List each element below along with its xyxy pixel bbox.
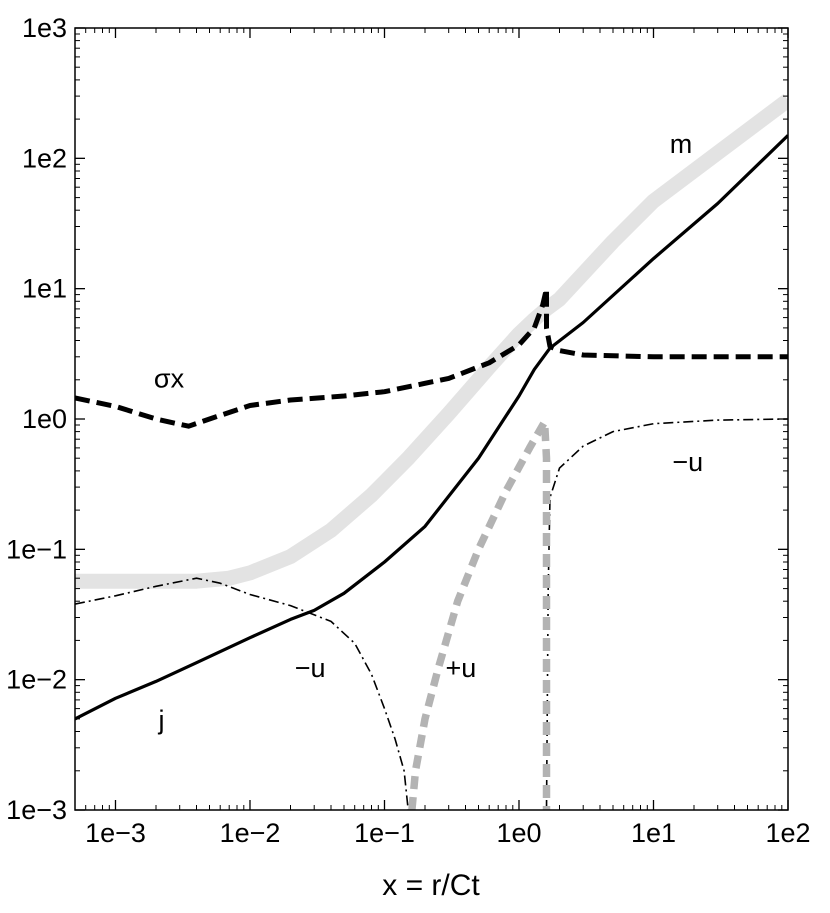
series-j-line: [75, 134, 788, 721]
y-tick-label: 1e−3: [6, 795, 67, 825]
series-sigma_x-line: [75, 286, 788, 429]
curve-annotation: m: [670, 129, 693, 159]
series-plus_u-line: [408, 418, 551, 810]
x-tick-label: 1e−1: [354, 818, 415, 848]
curve-annotation: −u: [295, 653, 326, 683]
y-tick-label: 1e0: [22, 404, 67, 434]
series-minus_u-segment-2-line: [545, 418, 788, 810]
x-tick-label: 1e1: [631, 818, 676, 848]
x-tick-label: 1e−2: [220, 818, 281, 848]
x-axis-label: x = r/Ct: [382, 869, 480, 902]
curve-annotation: −u: [672, 447, 703, 477]
x-tick-label: 1e0: [496, 818, 541, 848]
y-tick-labels: 1e−3 1e−2 1e−1 1e0 1e1 1e2 1e3: [6, 13, 67, 825]
curve-annotations: m σx −u −u +u j: [154, 129, 703, 735]
y-tick-label: 1e2: [22, 143, 67, 173]
y-tick-label: 1e−2: [6, 665, 67, 695]
y-tick-label: 1e3: [22, 13, 67, 43]
curve-annotation: σx: [154, 363, 185, 393]
x-tick-labels: 1e−3 1e−2 1e−1 1e0 1e1 1e2: [85, 818, 810, 848]
curve-annotation: +u: [446, 653, 477, 683]
y-tick-label: 1e1: [22, 274, 67, 304]
y-tick-label: 1e−1: [6, 534, 67, 564]
x-tick-label: 1e2: [765, 818, 810, 848]
curve-annotation: j: [158, 705, 165, 735]
x-tick-label: 1e−3: [85, 818, 146, 848]
curves: [75, 94, 788, 810]
plot-frame: [74, 27, 789, 811]
series-minus_u-segment-1-line: [75, 577, 409, 810]
series-m-line: [75, 94, 788, 589]
minor-ticks: [74, 28, 788, 810]
